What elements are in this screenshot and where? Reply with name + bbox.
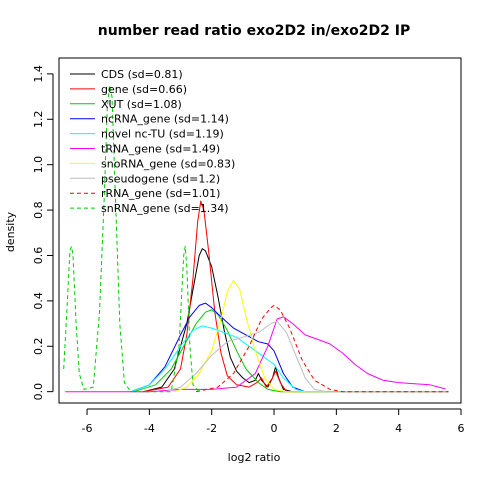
legend-label: rRNA_gene (sd=1.01) (101, 187, 220, 200)
x-tick-label: -2 (206, 422, 217, 435)
series-line-8 (164, 320, 449, 393)
series-line-9 (195, 304, 449, 393)
legend-label: pseudogene (sd=1.2) (101, 172, 220, 185)
series-line-7 (174, 279, 449, 393)
legend: CDS (sd=0.81) gene (sd=0.66) XUT (sd=1.08)… (70, 68, 235, 215)
legend-label: tRNA_gene (sd=1.49) (101, 143, 220, 156)
y-tick-label: 1.4 (32, 65, 45, 83)
y-tick-label: 0.8 (32, 201, 45, 219)
series-line-2 (143, 200, 449, 393)
series-line-3 (133, 309, 449, 393)
axes: -6 -4 -2 0 2 4 6 0.0 0.2 0.4 0.6 0.8 1.0 1.2 1.4 (32, 65, 465, 435)
legend-label: XUT (sd=1.08) (101, 98, 182, 111)
x-tick-label: 4 (395, 422, 402, 435)
x-tick-label: 0 (271, 422, 278, 435)
series-line-4 (130, 302, 449, 393)
legend-label: novel nc-TU (sd=1.19) (101, 128, 224, 141)
legend-label: ncRNA_gene (sd=1.14) (101, 113, 229, 126)
y-tick-label: 0.2 (32, 338, 45, 356)
y-tick-label: 1.2 (32, 111, 45, 129)
series-lines (63, 84, 449, 393)
legend-label: gene (sd=0.66) (101, 83, 187, 96)
legend-label: snRNA_gene (sd=1.34) (101, 202, 229, 215)
y-tick-label: 0.0 (32, 383, 45, 401)
chart-title: number read ratio exo2D2 in/exo2D2 IP (98, 23, 410, 39)
series-line-6 (65, 316, 446, 393)
legend-label: snoRNA_gene (sd=0.83) (101, 157, 235, 170)
x-tick-label: -6 (82, 422, 93, 435)
series-line-5 (130, 325, 449, 393)
y-tick-label: 0.6 (32, 247, 45, 265)
y-tick-label: 0.4 (32, 292, 45, 310)
x-axis-label: log2 ratio (228, 451, 281, 464)
x-tick-label: 6 (458, 422, 465, 435)
y-tick-label: 1.0 (32, 156, 45, 174)
plot-frame (58, 57, 462, 404)
series-line-10 (63, 84, 200, 393)
x-tick-label: -4 (144, 422, 155, 435)
legend-label: CDS (sd=0.81) (101, 68, 183, 81)
x-tick-label: 2 (333, 422, 340, 435)
y-axis-label: density (4, 211, 17, 252)
